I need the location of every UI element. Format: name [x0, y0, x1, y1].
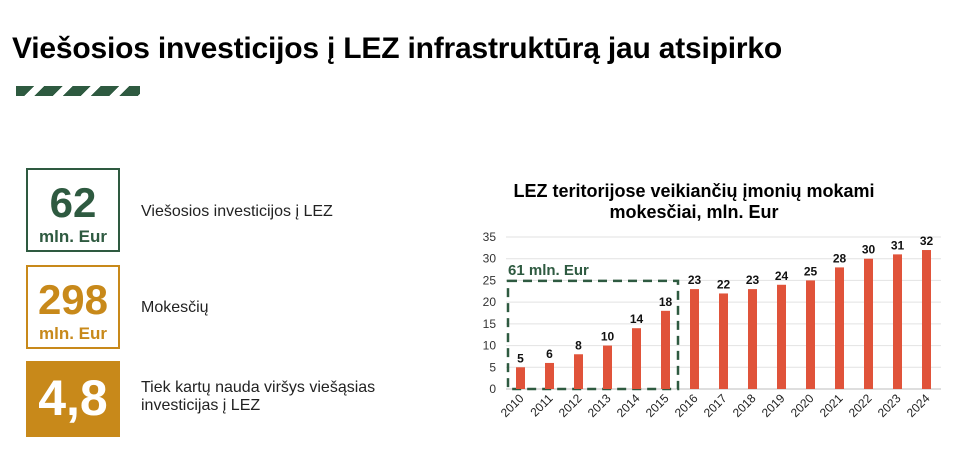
y-tick-label: 0 [489, 382, 496, 396]
x-tick-label: 2023 [875, 391, 904, 420]
data-label: 10 [601, 330, 615, 344]
data-label: 23 [688, 273, 702, 287]
stat-value-investments: 62 [49, 179, 97, 226]
bar [545, 362, 554, 389]
x-tick-label: 2017 [701, 391, 730, 420]
stat-box-investments: 62 mln. Eur [26, 168, 120, 252]
bar [661, 310, 670, 389]
bar [603, 345, 612, 389]
bar [748, 289, 757, 389]
x-tick-label: 2013 [585, 391, 614, 420]
data-label: 32 [920, 234, 934, 248]
data-label: 25 [804, 264, 818, 278]
x-tick-label: 2022 [846, 391, 875, 420]
x-tick-label: 2021 [817, 391, 846, 420]
x-tick-label: 2011 [527, 391, 555, 419]
bar [690, 289, 699, 389]
page-title: Viešosios investicijos į LEZ infrastrukt… [12, 32, 782, 65]
bar [806, 280, 815, 389]
bar [777, 284, 786, 389]
data-label: 23 [746, 273, 760, 287]
x-tick-label: 2012 [556, 391, 585, 420]
chart-title: LEZ teritorijose veikiančių įmonių mokam… [513, 181, 875, 222]
bar [922, 250, 931, 389]
bar [574, 354, 583, 389]
bar [864, 258, 873, 389]
y-tick-label: 25 [483, 273, 497, 287]
x-tick-label: 2020 [788, 391, 817, 420]
bar [632, 328, 641, 389]
stat-unit-investments: mln. Eur [38, 227, 107, 246]
x-tick-label: 2016 [672, 391, 701, 420]
stat-value-ratio: 4,8 [38, 370, 108, 426]
data-label: 8 [575, 338, 582, 352]
x-tick-label: 2019 [759, 391, 788, 420]
stat-label-taxes: Mokesčių [141, 299, 209, 316]
y-tick-label: 35 [483, 230, 497, 244]
data-label: 6 [546, 347, 553, 361]
x-tick-label: 2018 [730, 391, 759, 420]
y-tick-label: 10 [483, 339, 497, 353]
stat-unit-taxes: mln. Eur [38, 324, 107, 343]
stat-box-ratio: 4,8 [26, 361, 120, 437]
bar [893, 254, 902, 389]
bar [719, 293, 728, 389]
y-tick-label: 30 [483, 252, 497, 266]
data-label: 31 [891, 238, 905, 252]
y-tick-label: 20 [483, 295, 497, 309]
stat-label-investments: Viešosios investicijos į LEZ [141, 203, 333, 220]
stat-box-taxes: 298 mln. Eur [26, 265, 120, 349]
data-label: 14 [630, 312, 644, 326]
data-label: 5 [517, 351, 524, 365]
annotation-label: 61 mln. Eur [508, 262, 589, 279]
data-label: 18 [659, 295, 673, 309]
x-tick-label: 2024 [904, 391, 933, 420]
bar [835, 267, 844, 389]
x-tick-label: 2010 [498, 391, 527, 420]
y-tick-label: 15 [483, 317, 497, 331]
data-label: 30 [862, 243, 876, 257]
data-label: 28 [833, 251, 847, 265]
annotation-box [506, 279, 680, 391]
decorative-stripe [16, 86, 140, 96]
stat-label-ratio: Tiek kartų nauda viršys viešąsias invest… [141, 379, 376, 414]
stat-value-taxes: 298 [37, 276, 109, 323]
data-label: 24 [775, 269, 789, 283]
bar [516, 367, 525, 389]
data-label: 22 [717, 277, 731, 291]
y-tick-label: 5 [489, 360, 496, 374]
x-tick-label: 2014 [614, 391, 643, 420]
x-tick-label: 2015 [643, 391, 672, 420]
